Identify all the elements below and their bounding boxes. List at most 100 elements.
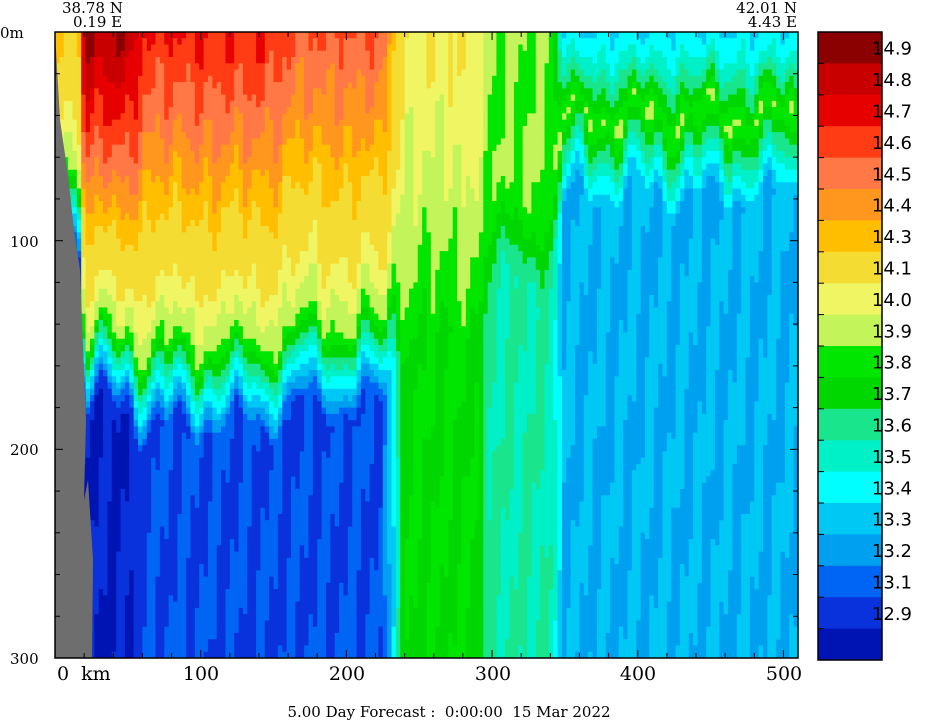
heatmap-cell (103, 582, 109, 590)
heatmap-cell (190, 257, 196, 265)
heatmap-cell (207, 420, 213, 427)
heatmap-cell (120, 307, 126, 315)
heatmap-cell (85, 232, 91, 240)
heatmap-cell (186, 370, 192, 377)
heatmap-cell (111, 589, 117, 596)
heatmap-cell (142, 100, 148, 108)
heatmap-cell (207, 382, 213, 390)
heatmap-cell (151, 488, 157, 496)
heatmap-cell (194, 326, 200, 334)
heatmap-cell (124, 345, 130, 352)
heatmap-cell (234, 451, 240, 459)
heatmap-cell (120, 301, 126, 309)
heatmap-cell (124, 313, 130, 321)
heatmap-cell (207, 157, 213, 165)
heatmap-cell (234, 301, 240, 309)
heatmap-cell (269, 532, 275, 540)
heatmap-cell (212, 251, 218, 258)
heatmap-cell (216, 470, 222, 478)
heatmap-cell (260, 144, 266, 152)
heatmap-cell (168, 44, 174, 52)
heatmap-cell (194, 144, 200, 152)
heatmap-cell (225, 432, 231, 440)
heatmap-cell (190, 382, 196, 390)
heatmap-cell (107, 188, 113, 196)
heatmap-cell (221, 463, 227, 471)
heatmap-cell (159, 50, 165, 58)
heatmap-cell (251, 44, 257, 52)
heatmap-cell (216, 607, 222, 615)
heatmap-cell (181, 407, 187, 415)
heatmap-cell (207, 238, 213, 246)
heatmap-cell (264, 351, 270, 359)
heatmap-cell (260, 294, 266, 302)
heatmap-cell (199, 351, 205, 359)
heatmap-cell (269, 38, 275, 46)
heatmap-cell (190, 125, 196, 133)
heatmap-cell (199, 551, 205, 559)
heatmap-cell (94, 426, 100, 434)
heatmap-cell (203, 169, 209, 177)
heatmap-cell (177, 601, 183, 609)
heatmap-cell (133, 282, 139, 290)
heatmap-cell (103, 420, 109, 427)
heatmap-cell (199, 288, 205, 296)
heatmap-cell (151, 539, 157, 546)
heatmap-cell (234, 539, 240, 546)
heatmap-cell (129, 526, 135, 534)
heatmap-cell (81, 351, 87, 359)
heatmap-cell (124, 57, 130, 64)
heatmap-cell (181, 132, 187, 140)
heatmap-cell (234, 432, 240, 440)
heatmap-cell (207, 514, 213, 521)
heatmap-cell (264, 94, 270, 102)
heatmap-cell (260, 313, 266, 321)
heatmap-cell (234, 107, 240, 114)
heatmap-cell (111, 395, 117, 402)
heatmap-cell (76, 238, 82, 246)
heatmap-cell (94, 125, 100, 133)
heatmap-cell (111, 219, 117, 227)
heatmap-cell (107, 488, 113, 496)
heatmap-cell (203, 589, 209, 596)
heatmap-cell (72, 219, 78, 227)
heatmap-cell (251, 213, 257, 221)
heatmap-cell (81, 213, 87, 221)
heatmap-cell (256, 294, 262, 302)
heatmap-cell (216, 589, 222, 596)
heatmap-cell (186, 163, 192, 171)
heatmap-cell (199, 470, 205, 478)
heatmap-cell (229, 476, 235, 484)
heatmap-cell (212, 420, 218, 427)
heatmap-cell (159, 445, 165, 453)
heatmap-cell (173, 82, 178, 89)
heatmap-cell (242, 401, 248, 409)
heatmap-cell (221, 551, 227, 559)
heatmap-cell (94, 382, 100, 390)
heatmap-cell (247, 100, 253, 108)
heatmap-cell (155, 551, 161, 559)
heatmap-cell (111, 507, 117, 515)
heatmap-cell (107, 238, 113, 246)
heatmap-cell (111, 313, 117, 321)
heatmap-cell (173, 138, 178, 146)
heatmap-cell (155, 482, 161, 490)
heatmap-cell (238, 319, 244, 327)
heatmap-cell (146, 382, 152, 390)
heatmap-cell (212, 332, 218, 340)
heatmap-cell (168, 526, 174, 534)
heatmap-cell (207, 288, 213, 296)
heatmap-cell (116, 338, 122, 346)
heatmap-cell (94, 44, 100, 52)
heatmap-cell (94, 445, 100, 453)
heatmap-cell (133, 495, 139, 503)
heatmap-cell (186, 301, 192, 309)
heatmap-cell (207, 520, 213, 528)
heatmap-cell (251, 514, 257, 521)
heatmap-cell (168, 326, 174, 334)
heatmap-cell (164, 201, 170, 208)
heatmap-cell (159, 432, 165, 440)
heatmap-cell (251, 276, 257, 283)
heatmap-cell (212, 163, 218, 171)
heatmap-cell (111, 269, 117, 277)
